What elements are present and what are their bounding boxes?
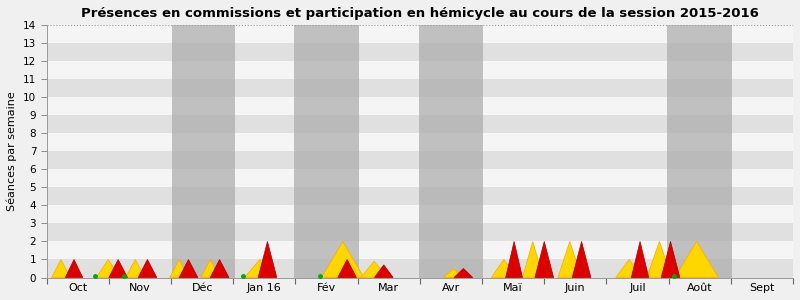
- Title: Présences en commissions et participation en hémicycle au cours de la session 20: Présences en commissions et participatio…: [81, 7, 758, 20]
- Polygon shape: [179, 260, 198, 278]
- Bar: [46, 61, 793, 79]
- Bar: [46, 169, 793, 188]
- Polygon shape: [210, 260, 229, 278]
- Polygon shape: [616, 260, 642, 278]
- Polygon shape: [66, 260, 82, 278]
- Polygon shape: [201, 260, 219, 278]
- Bar: [46, 260, 793, 278]
- Polygon shape: [338, 260, 357, 278]
- Polygon shape: [138, 260, 157, 278]
- Polygon shape: [454, 268, 473, 278]
- Bar: [46, 97, 793, 116]
- Polygon shape: [506, 242, 522, 278]
- Bar: [46, 188, 793, 206]
- Bar: [667, 25, 732, 278]
- Bar: [46, 224, 793, 242]
- Bar: [46, 116, 793, 134]
- Y-axis label: Séances par semaine: Séances par semaine: [7, 92, 18, 211]
- Polygon shape: [522, 242, 543, 278]
- Polygon shape: [443, 268, 463, 278]
- Polygon shape: [572, 242, 591, 278]
- Polygon shape: [258, 242, 277, 278]
- Polygon shape: [675, 242, 718, 278]
- Bar: [46, 43, 793, 61]
- Bar: [294, 25, 359, 278]
- Bar: [46, 242, 793, 260]
- Bar: [46, 25, 793, 43]
- Polygon shape: [374, 265, 393, 278]
- Polygon shape: [631, 242, 649, 278]
- Bar: [46, 79, 793, 97]
- Polygon shape: [126, 260, 145, 278]
- Polygon shape: [661, 242, 680, 278]
- Bar: [172, 25, 234, 278]
- Polygon shape: [535, 242, 554, 278]
- Polygon shape: [52, 260, 70, 278]
- Polygon shape: [647, 242, 672, 278]
- Bar: [46, 206, 793, 224]
- Polygon shape: [245, 260, 275, 278]
- Bar: [46, 134, 793, 152]
- Bar: [46, 152, 793, 169]
- Bar: [418, 25, 483, 278]
- Polygon shape: [170, 260, 189, 278]
- Polygon shape: [97, 260, 120, 278]
- Polygon shape: [361, 261, 387, 278]
- Polygon shape: [491, 260, 516, 278]
- Polygon shape: [109, 260, 127, 278]
- Polygon shape: [558, 242, 582, 278]
- Polygon shape: [322, 242, 364, 278]
